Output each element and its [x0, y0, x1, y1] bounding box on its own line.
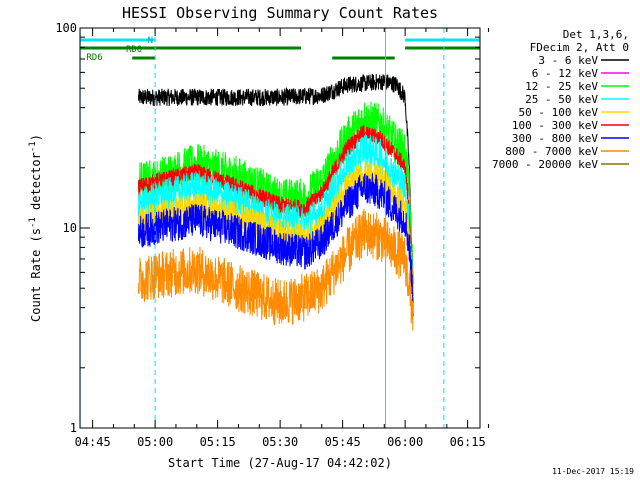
- legend-entry-label-2: 12 - 25 keV: [525, 80, 598, 93]
- y-axis-label: Count Rate (s-1 detector-1): [28, 134, 43, 322]
- x-axis: 04:45 05:00 05:15 05:30 05:45 06:00 06:15: [75, 28, 489, 449]
- legend-entry-label-7: 800 - 7000 keV: [505, 145, 598, 158]
- legend-header-0: Det 1,3,6,: [563, 28, 629, 41]
- y-label-end: ): [29, 134, 43, 141]
- legend-entry-label-0: 3 - 6 keV: [538, 54, 598, 67]
- y-label-mid: detector: [29, 152, 43, 217]
- y-label-sup2: -1: [28, 141, 38, 152]
- series-line-5: [137, 172, 414, 309]
- y-label-sup1: -1: [28, 217, 38, 228]
- x-tick-label-4: 05:45: [325, 435, 361, 449]
- x-tick-label-6: 06:15: [450, 435, 486, 449]
- x-tick-label-5: 06:00: [387, 435, 423, 449]
- y-label-main: Count Rate (s: [29, 228, 43, 322]
- legend-entry-label-1: 6 - 12 keV: [532, 67, 599, 80]
- x-tick-label-3: 05:30: [262, 435, 298, 449]
- y-axis: 1 10 100: [55, 21, 480, 435]
- x-tick-label-1: 05:00: [137, 435, 173, 449]
- y-tick-label-2: 100: [55, 21, 77, 35]
- date-stamp: 11-Dec-2017 15:19: [552, 467, 634, 476]
- annotation-label-0: N: [148, 36, 153, 46]
- legend-entry-label-4: 50 - 100 keV: [519, 106, 599, 119]
- legend-entry-label-8: 7000 - 20000 keV: [492, 158, 598, 171]
- annotation-layer: N RD0 RD6: [80, 36, 481, 63]
- legend-entry-label-5: 100 - 300 keV: [512, 119, 598, 132]
- data-layer: [137, 73, 414, 331]
- y-tick-label-1: 10: [63, 221, 77, 235]
- legend-entry-label-3: 25 - 50 keV: [525, 93, 598, 106]
- x-tick-label-2: 05:15: [200, 435, 236, 449]
- x-axis-label: Start Time (27-Aug-17 04:42:02): [168, 456, 392, 470]
- annotation-label-2: RD6: [86, 53, 102, 63]
- series-line-0: [137, 73, 414, 317]
- series-line-6: [137, 208, 414, 331]
- x-tick-label-0: 04:45: [75, 435, 111, 449]
- legend-header-1: FDecim 2, Att 0: [530, 41, 629, 54]
- legend-entry-label-6: 300 - 800 keV: [512, 132, 598, 145]
- series-line-3: [137, 133, 414, 301]
- y-tick-label-0: 1: [70, 421, 77, 435]
- chart-title: HESSI Observing Summary Count Rates: [122, 4, 438, 22]
- annotation-label-1: RD0: [126, 45, 142, 55]
